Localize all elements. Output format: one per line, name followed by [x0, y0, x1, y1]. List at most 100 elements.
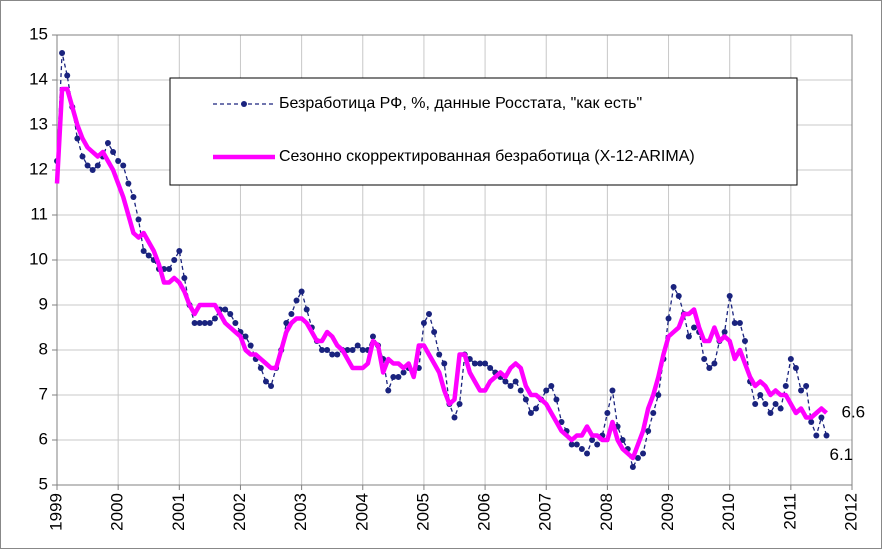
data-point	[400, 369, 407, 376]
data-point	[543, 387, 550, 394]
data-point	[385, 387, 392, 394]
data-point	[166, 266, 173, 272]
data-point	[619, 437, 626, 443]
y-tick-label: 7	[39, 384, 48, 403]
data-point	[349, 347, 356, 353]
x-tick-label: 2006	[475, 493, 494, 531]
data-point	[222, 306, 229, 313]
x-tick-label: 2005	[413, 493, 432, 531]
data-point	[303, 306, 310, 313]
data-point	[767, 410, 774, 416]
data-point	[711, 360, 718, 367]
data-point	[145, 252, 152, 259]
plot-area	[56, 34, 853, 486]
data-point	[247, 342, 254, 349]
x-tick-label: 2011	[780, 493, 799, 530]
data-point	[431, 329, 438, 335]
data-point	[324, 347, 331, 353]
x-tick-label: 1999	[46, 493, 65, 531]
y-tick-label: 5	[39, 474, 48, 493]
y-tick-label: 6	[39, 429, 48, 448]
data-point	[74, 135, 81, 142]
data-point	[721, 329, 728, 335]
data-point	[782, 383, 789, 389]
data-point	[685, 333, 692, 340]
data-point	[650, 410, 657, 416]
data-point	[211, 315, 218, 322]
data-point	[456, 401, 463, 407]
data-point	[818, 414, 825, 421]
data-point	[568, 441, 575, 448]
data-point	[201, 320, 208, 326]
data-point	[436, 351, 443, 358]
legend	[169, 77, 798, 186]
data-point	[634, 455, 641, 461]
data-point	[79, 153, 86, 160]
x-tick-label: 2012	[841, 493, 860, 531]
data-point	[757, 392, 764, 398]
data-point	[471, 360, 478, 367]
y-tick-label: 15	[29, 24, 48, 43]
data-point	[726, 293, 733, 299]
data-point	[283, 320, 290, 326]
data-point	[553, 396, 560, 403]
data-point	[823, 432, 830, 439]
data-point	[609, 387, 616, 394]
data-point	[477, 360, 484, 367]
y-tick-label: 10	[29, 249, 48, 268]
data-point	[369, 333, 376, 340]
y-tick-label: 8	[39, 339, 48, 358]
data-point	[772, 401, 779, 407]
data-point	[589, 437, 596, 443]
data-point	[507, 383, 514, 389]
data-point	[640, 450, 647, 457]
data-point	[777, 405, 784, 412]
x-tick-label: 2010	[719, 493, 738, 531]
data-point	[318, 347, 325, 353]
data-point	[293, 297, 300, 304]
y-tick-label: 12	[29, 159, 48, 178]
data-point	[527, 410, 534, 416]
data-point	[64, 72, 71, 79]
data-point	[594, 441, 601, 448]
data-point	[512, 378, 519, 385]
data-point	[84, 162, 91, 169]
data-point	[798, 387, 805, 394]
data-point	[441, 360, 448, 367]
data-point	[675, 293, 682, 299]
x-tick-label: 2000	[108, 493, 127, 531]
data-point	[94, 162, 101, 169]
legend-label: Безработица РФ, %, данные Росстата, "как…	[279, 95, 642, 112]
data-point	[578, 446, 585, 452]
x-tick-label: 2004	[352, 493, 371, 531]
data-point	[191, 320, 198, 326]
data-point	[232, 320, 239, 326]
series-line	[54, 86, 828, 461]
data-point	[808, 419, 815, 425]
data-point	[110, 149, 117, 155]
data-point	[104, 140, 111, 146]
data-point	[334, 351, 341, 358]
data-point	[425, 311, 432, 317]
data-point	[268, 383, 275, 389]
data-point	[558, 419, 565, 425]
data-point	[533, 405, 540, 412]
data-point	[344, 347, 351, 353]
data-point	[89, 167, 96, 173]
data-point	[257, 365, 264, 371]
data-point	[329, 351, 336, 358]
data-point	[482, 360, 489, 367]
data-point	[741, 338, 748, 344]
data-point	[196, 320, 203, 326]
data-point	[359, 347, 366, 353]
data-point	[803, 383, 810, 389]
x-tick-label: 2008	[597, 493, 616, 531]
data-point	[487, 365, 494, 371]
data-point	[227, 311, 234, 317]
data-point	[171, 257, 178, 263]
legend-label: Сезонно скорректированная безработица (X…	[279, 148, 695, 165]
data-point	[242, 333, 249, 340]
data-point	[792, 365, 799, 371]
data-point	[288, 311, 295, 317]
